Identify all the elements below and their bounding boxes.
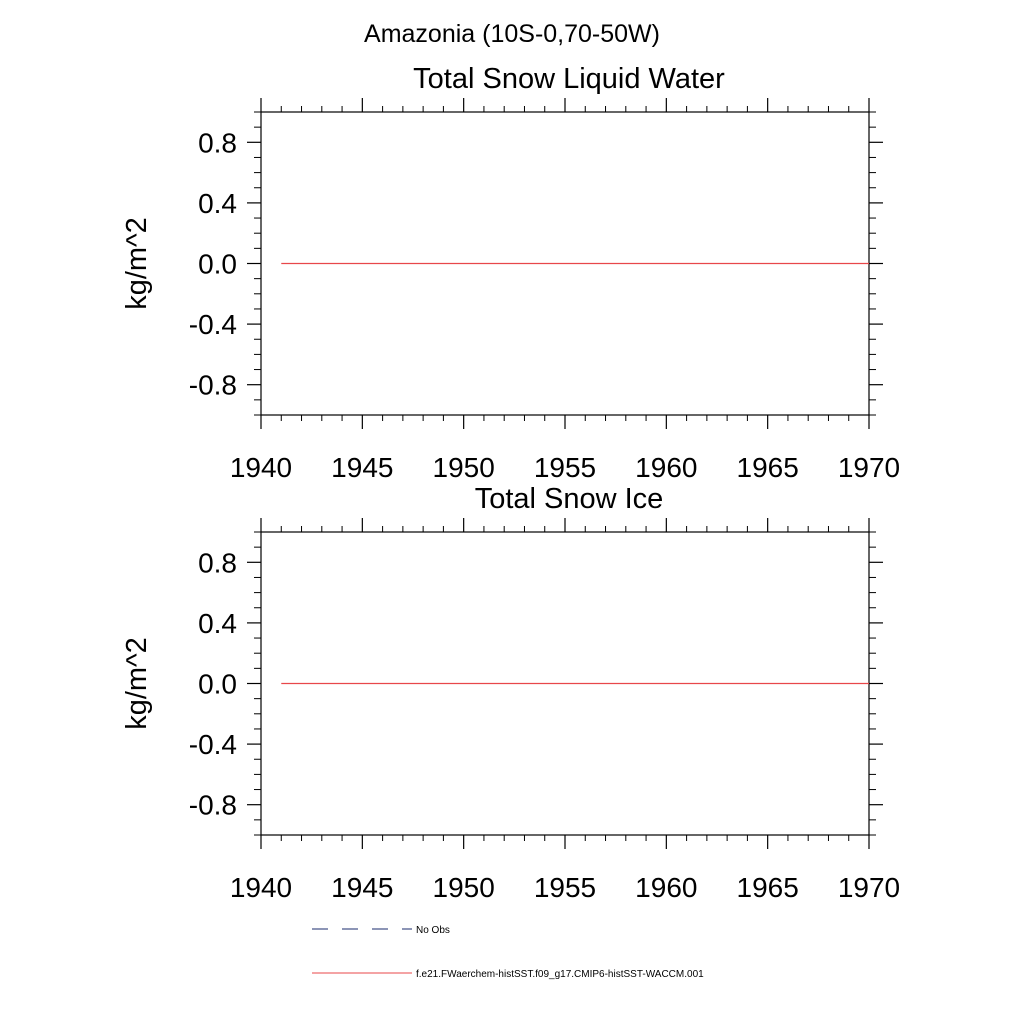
x-tick-label: 1955: [534, 872, 596, 903]
x-tick-label: 1955: [534, 452, 596, 483]
x-tick-label: 1970: [838, 452, 900, 483]
chart-panels: Total Snow Liquid Water 1940 1945 1950 1955 1…: [121, 63, 900, 903]
x-tick-label: 1960: [635, 872, 697, 903]
y-tick-label: -0.4: [189, 309, 237, 340]
chart-title: Total Snow Liquid Water: [413, 63, 725, 95]
y-tick-label: -0.4: [189, 729, 237, 760]
x-tick-label: 1940: [230, 452, 292, 483]
y-tick-label: 0.0: [198, 249, 237, 280]
y-tick-label: 0.0: [198, 669, 237, 700]
x-tick-label: 1940: [230, 872, 292, 903]
legend-label: f.e21.FWaerchem-histSST.f09_g17.CMIP6-hi…: [416, 969, 704, 980]
y-tick-label: 0.8: [198, 547, 237, 578]
x-tick-label: 1965: [737, 872, 799, 903]
x-tick-label: 1960: [635, 452, 697, 483]
legend-entry-1: No Obs: [312, 925, 450, 936]
y-tick-label: 0.8: [198, 127, 237, 158]
y-axis-label: kg/m^2: [121, 217, 153, 310]
x-tick-label: 1945: [331, 452, 393, 483]
chart-panel-2: Total Snow Ice 1940 1945 1950 1955 1960 1965 19…: [121, 483, 900, 903]
legend-label: No Obs: [416, 925, 450, 936]
x-tick-label: 1945: [331, 872, 393, 903]
y-tick-label: -0.8: [189, 790, 237, 821]
x-tick-label: 1965: [737, 452, 799, 483]
y-tick-label: -0.8: [189, 370, 237, 401]
x-tick-label: 1950: [433, 452, 495, 483]
x-tick-label: 1970: [838, 872, 900, 903]
chart-panel-1: Total Snow Liquid Water 1940 1945 1950 1955 1…: [121, 63, 900, 483]
chart-title: Total Snow Ice: [475, 483, 664, 515]
y-tick-label: 0.4: [198, 188, 237, 219]
legend-entry-2: f.e21.FWaerchem-histSST.f09_g17.CMIP6-hi…: [312, 969, 704, 980]
x-tick-label: 1950: [433, 872, 495, 903]
y-axis-label: kg/m^2: [121, 637, 153, 730]
y-tick-label: 0.4: [198, 608, 237, 639]
legend: No Obs f.e21.FWaerchem-histSST.f09_g17.CM…: [312, 925, 704, 980]
page-title: Amazonia (10S-0,70-50W): [364, 20, 660, 48]
